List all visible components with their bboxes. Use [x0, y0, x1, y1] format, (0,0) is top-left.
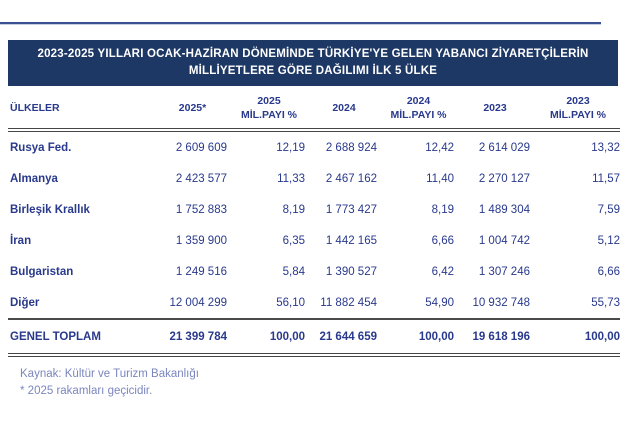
table-row: Birleşik Krallık 1 752 883 8,19 1 773 42… [8, 194, 620, 225]
page-title-line1: 2023-2025 YILLARI OCAK-HAZİRAN DÖNEMİNDE… [37, 48, 589, 61]
cell-2024-share: 6,42 [431, 265, 454, 278]
footer-notes: Kaynak: Kültür ve Turizm Bakanlığı * 202… [20, 366, 199, 399]
cell-2023-value: 10 932 748 [472, 296, 530, 309]
grand-total-row: GENEL TOPLAM 21 399 784 100,00 21 644 65… [8, 318, 620, 357]
table-row: İran 1 359 900 6,35 1 442 165 6,66 1 004… [8, 225, 620, 256]
table-row: Bulgaristan 1 249 516 5,84 1 390 527 6,4… [8, 256, 620, 287]
cell-total-2023-share: 100,00 [536, 318, 620, 357]
cell-country: Bulgaristan [10, 265, 74, 278]
cell-country: Almanya [10, 172, 58, 185]
header-2025-share-year: 2025 [257, 95, 281, 108]
visitors-table: ÜLKELER 2025* 2025 MİL.PAYI % 2024 2024 … [8, 90, 620, 357]
top-divider-rule [0, 22, 601, 25]
cell-2025-share: 5,84 [282, 265, 305, 278]
header-2025-share-label: MİL.PAYI % [240, 109, 297, 121]
cell-2023-value: 1 004 742 [478, 234, 530, 247]
table-row: Diğer 12 004 299 56,10 11 882 454 54,90 … [8, 287, 620, 319]
page-title-line2: MİLLİYETLERE GÖRE DAĞILIMI İLK 5 ÜLKE [188, 65, 438, 77]
cell-2024-share: 12,42 [425, 141, 454, 154]
cell-2024-share: 11,40 [426, 172, 454, 185]
cell-2023-value: 2 614 029 [478, 141, 530, 154]
column-header-2025: 2025* [158, 90, 233, 132]
cell-2024-value: 1 773 427 [325, 203, 377, 216]
cell-2025-share: 6,35 [282, 234, 305, 247]
cell-2023-share: 55,73 [591, 296, 620, 309]
cell-2024-value: 1 390 527 [325, 265, 377, 278]
column-header-2023-share: 2023 MİL.PAYI % [536, 90, 620, 132]
cell-total-2024-value: 21 644 659 [311, 318, 383, 357]
cell-total-2025-share: 100,00 [233, 318, 311, 357]
source-note: Kaynak: Kültür ve Turizm Bakanlığı [20, 368, 199, 380]
cell-total-2025-value: 21 399 784 [158, 318, 233, 357]
cell-2024-share: 54,90 [425, 296, 454, 309]
title-banner: 2023-2025 YILLARI OCAK-HAZİRAN DÖNEMİNDE… [8, 40, 618, 86]
cell-2025-value: 12 004 299 [169, 296, 227, 309]
cell-2024-value: 1 442 165 [325, 234, 377, 247]
cell-country: Rusya Fed. [10, 141, 72, 154]
cell-2024-value: 2 688 924 [325, 141, 377, 154]
cell-2023-share: 13,32 [591, 141, 620, 154]
cell-2024-share: 8,19 [431, 203, 454, 216]
header-2023-share-label: MİL.PAYI % [549, 109, 606, 121]
cell-2025-value: 1 249 516 [175, 265, 227, 278]
cell-2025-value: 2 423 577 [175, 172, 227, 185]
cell-2023-share: 11,57 [592, 172, 620, 185]
header-2023-share-year: 2023 [566, 95, 590, 108]
header-row: ÜLKELER 2025* 2025 MİL.PAYI % 2024 2024 … [8, 90, 620, 132]
cell-2025-share: 56,10 [276, 296, 305, 309]
cell-2023-value: 1 489 304 [478, 203, 530, 216]
cell-2025-value: 1 359 900 [175, 234, 227, 247]
table-row: Almanya 2 423 577 11,33 2 467 162 11,40 … [8, 163, 620, 194]
column-header-2024-share: 2024 MİL.PAYI % [383, 90, 460, 132]
cell-2025-share: 12,19 [276, 141, 305, 154]
column-header-2024: 2024 [311, 90, 383, 132]
cell-total-label: GENEL TOPLAM [8, 318, 158, 357]
cell-2024-value: 2 467 162 [325, 172, 377, 185]
header-2024-share-year: 2024 [406, 95, 431, 108]
visitors-table-container: ÜLKELER 2025* 2025 MİL.PAYI % 2024 2024 … [8, 90, 620, 357]
cell-2024-share: 6,66 [431, 234, 454, 247]
cell-2023-share: 6,66 [597, 265, 620, 278]
cell-2025-share: 11,33 [277, 172, 305, 185]
cell-2024-value: 11 882 454 [320, 296, 377, 309]
column-header-2023: 2023 [460, 90, 536, 132]
column-header-2025-share: 2025 MİL.PAYI % [233, 90, 311, 132]
cell-total-2024-share: 100,00 [383, 318, 460, 357]
header-2024-share-label: MİL.PAYI % [390, 109, 447, 121]
cell-country: Diğer [10, 296, 40, 309]
column-header-countries: ÜLKELER [8, 90, 158, 132]
cell-country: Birleşik Krallık [10, 203, 90, 216]
cell-2023-share: 5,12 [597, 234, 620, 247]
table-row: Rusya Fed. 2 609 609 12,19 2 688 924 12,… [8, 130, 620, 163]
cell-2025-share: 8,19 [282, 203, 305, 216]
cell-2025-value: 1 752 883 [175, 203, 227, 216]
cell-2023-share: 7,59 [597, 203, 620, 216]
cell-total-2023-value: 19 618 196 [460, 318, 536, 357]
cell-country: İran [10, 234, 32, 247]
cell-2025-value: 2 609 609 [175, 141, 227, 154]
cell-2023-value: 1 307 246 [478, 265, 530, 278]
cell-2023-value: 2 270 127 [478, 172, 530, 185]
provisional-note: * 2025 rakamları geçicidir. [20, 384, 153, 397]
